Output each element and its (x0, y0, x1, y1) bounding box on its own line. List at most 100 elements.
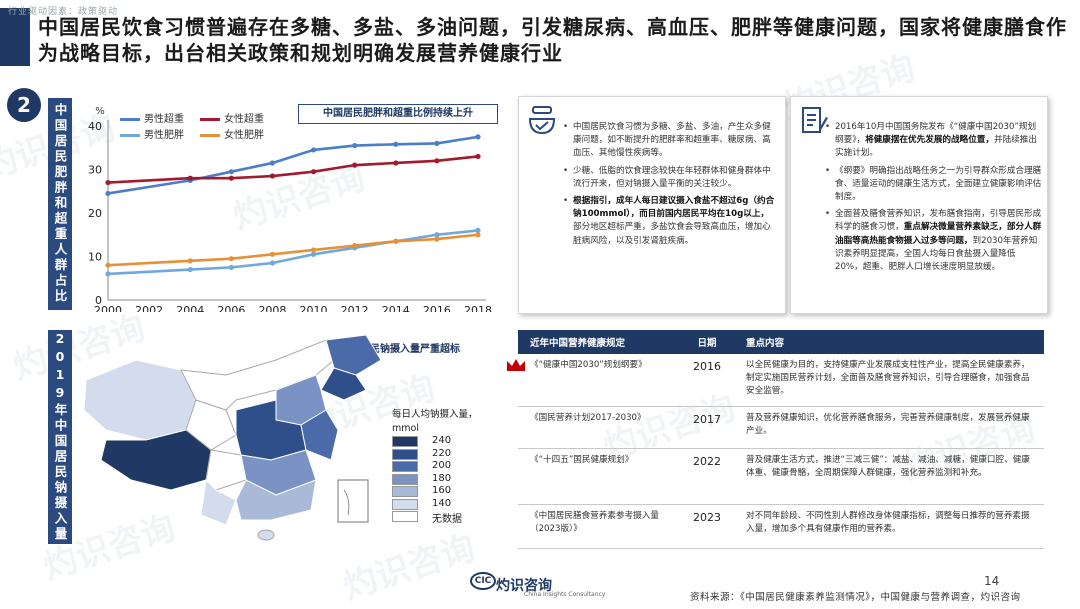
bullet-bold: 重点解决微量营养素缺乏，部分人群油脂等高热能食物摄入过多等问题， (835, 222, 1042, 246)
region-tibet (100, 429, 212, 491)
table-header-content: 重点内容 (730, 330, 1044, 354)
footer-logo-sub: China Insights Consultancy (524, 591, 606, 598)
chart-title: 中国居民肥胖和超重比例持续上升 (298, 104, 498, 124)
data-point (434, 158, 440, 164)
map-legend-label: 220 (432, 447, 452, 459)
policy-year-cell: 2023 (684, 504, 730, 549)
source-note: 资料来源：《中国居民健康素养监测情况》，中国健康与营养调查，灼识咨询 (690, 592, 1021, 603)
title-accent-bar (0, 8, 30, 66)
map-side-label: 2019年中国居民钠摄入量 (48, 330, 72, 544)
x-tick-label: 2018 (464, 304, 492, 312)
map-legend-label: 240 (432, 435, 452, 446)
data-point (310, 247, 317, 253)
map-legend-label: 无数据 (432, 514, 462, 525)
china-sodium-map (83, 334, 382, 541)
map-title: 中国居民钠摄入量严重超标 (340, 344, 460, 355)
data-point (393, 238, 399, 244)
y-tick-label: 20 (88, 207, 102, 220)
data-point (269, 173, 276, 179)
south-sea-inset (337, 479, 369, 523)
legend-label: 男性超重 (144, 114, 184, 125)
region-yunnan (200, 478, 237, 526)
data-point (352, 243, 358, 249)
breadcrumb: 行业驱动因素：政策驱动 (8, 7, 119, 17)
x-tick-label: 2008 (258, 304, 286, 312)
region-jilin-liaoning (320, 367, 367, 401)
legend-item: 女性超重 (200, 110, 264, 125)
map-legend-label: 160 (432, 485, 452, 496)
bullet-text: 部分地区超标严重，多盐饮食会导致高血压，增加心脏病风险，以及引发肾脏疾病。 (573, 222, 771, 246)
table-header-date: 日期 (684, 330, 730, 354)
data-point (228, 264, 234, 270)
y-axis-label: % (95, 106, 105, 117)
policy-year-cell: 2022 (684, 448, 730, 505)
policy-content-cell: 以全民健康为目的，支持健康产业发展成支柱性产业，提高全民健康素养，制定实施国民营… (730, 354, 1044, 407)
food-bowl-icon (528, 106, 556, 135)
data-point (105, 179, 111, 186)
bullet-text: 2016年10月中国国务院发布《“健康中国2030”规划纲要》， (835, 122, 1037, 146)
map-legend-swatch (392, 461, 418, 472)
x-tick-label: 2006 (217, 304, 245, 312)
legend-label: 男性肥胖 (144, 130, 184, 141)
map-legend-label: 180 (432, 472, 452, 484)
bullet-item: 全面普及膳食营养知识，发布膳食指南，引导居民形成科学的膳食习惯，重点解决微量营养… (825, 208, 1043, 274)
data-point (105, 271, 111, 277)
x-tick-label: 2014 (382, 304, 410, 312)
bullet-text: 《纲要》明确指出战略任务之一为引导群众形成合理膳食、适量运动的健康生活方式，全面… (835, 165, 1042, 203)
legend-item: 男性肥胖 (120, 126, 184, 141)
series-line (107, 155, 479, 184)
data-point (393, 160, 399, 166)
map-legend-swatch (392, 436, 418, 447)
data-point (310, 169, 317, 175)
data-point (434, 140, 440, 146)
data-point (434, 236, 440, 242)
legend-swatch (200, 117, 220, 121)
x-tick-label: 2012 (341, 304, 369, 312)
policy-name-cell: 《中国居民膳食营养素参考摄入量（2023版）》 (518, 504, 684, 549)
map-legend-swatch (392, 511, 418, 522)
map-legend-swatch (392, 473, 418, 485)
data-point (475, 153, 481, 160)
map-legend: 每日人均钠摄入量， mmol 240 220 200 180 160 140 无数据 (392, 406, 478, 526)
bullet-item: 2016年10月中国国务院发布《“健康中国2030”规划纲要》，将健康摆在优先发… (825, 121, 1043, 161)
table-row: 《“健康中国2030”规划纲要》 2016 以全民健康为目的，支持健康产业发展成支柱… (518, 354, 1044, 407)
section-number-badge: 2 (7, 88, 41, 122)
bullet-text: 全面普及膳食营养知识，发布膳食指南，引导居民形成科学的膳食习惯， (835, 209, 1042, 233)
data-point (310, 251, 317, 257)
bullet-text: 中国居民饮食习惯为多糖、多盐、多油，产生众多健康问题，如不断提升的肥胖率和超重率… (573, 122, 771, 159)
bullet-text: 少糖、低脂的饮食理念较快在年轻群体和健身群体中流行开来，但对钠摄入量平衡的关注较… (573, 165, 771, 189)
data-point (352, 142, 358, 149)
policy-year-cell: 2017 (684, 406, 730, 449)
y-tick-label: 0 (95, 294, 102, 307)
policy-list: 2016年10月中国国务院发布《“健康中国2030”规划纲要》，将健康摆在优先发… (825, 121, 1043, 278)
legend-label: 女性肥胖 (224, 130, 264, 141)
region-east (300, 409, 339, 461)
x-tick-label: 2010 (300, 304, 328, 312)
data-point (105, 262, 111, 268)
y-tick-label: 10 (88, 251, 102, 264)
policy-year-cell: 2016 (684, 354, 730, 407)
policy-content-cell: 对不同年龄段、不同性别人群修改身体健康指标，调整每日推荐的营养素摄入量，增加多个… (730, 504, 1044, 549)
legend-swatch (200, 133, 220, 137)
data-point (228, 169, 234, 175)
region-hainan (257, 529, 275, 541)
data-point (269, 260, 276, 266)
policy-name-cell: 《国民营养计划2017-2030》 (518, 406, 684, 449)
series-line (107, 233, 479, 267)
x-tick-label: 2000 (94, 304, 122, 312)
region-south (235, 479, 317, 521)
line-chart: % 0 10 20 30 40 2000 2002 2004 2006 2008 2010 2012 20… (88, 106, 492, 312)
region-heilongjiang (325, 334, 382, 376)
map-legend-label: 140 (432, 497, 452, 509)
bullet-item: 中国居民饮食习惯为多糖、多盐、多油，产生众多健康问题，如不断提升的肥胖率和超重率… (563, 121, 777, 161)
region-sichuan (205, 449, 247, 491)
footer-logo: 灼识咨询 (496, 578, 552, 594)
crown-icon (507, 359, 525, 371)
map-legend-swatch (392, 448, 418, 460)
data-point (187, 258, 193, 264)
bullet-item: 根据指引，成年人每日建议摄入食盐不超过6g（约合钠100mmol），而目前国内居… (563, 195, 777, 248)
map-legend-label: 200 (432, 460, 452, 471)
x-tick-label: 2016 (423, 304, 451, 312)
legend-item: 男性超重 (120, 110, 184, 125)
bullet-text: 并陆续推出实施计划。 (835, 135, 1037, 159)
